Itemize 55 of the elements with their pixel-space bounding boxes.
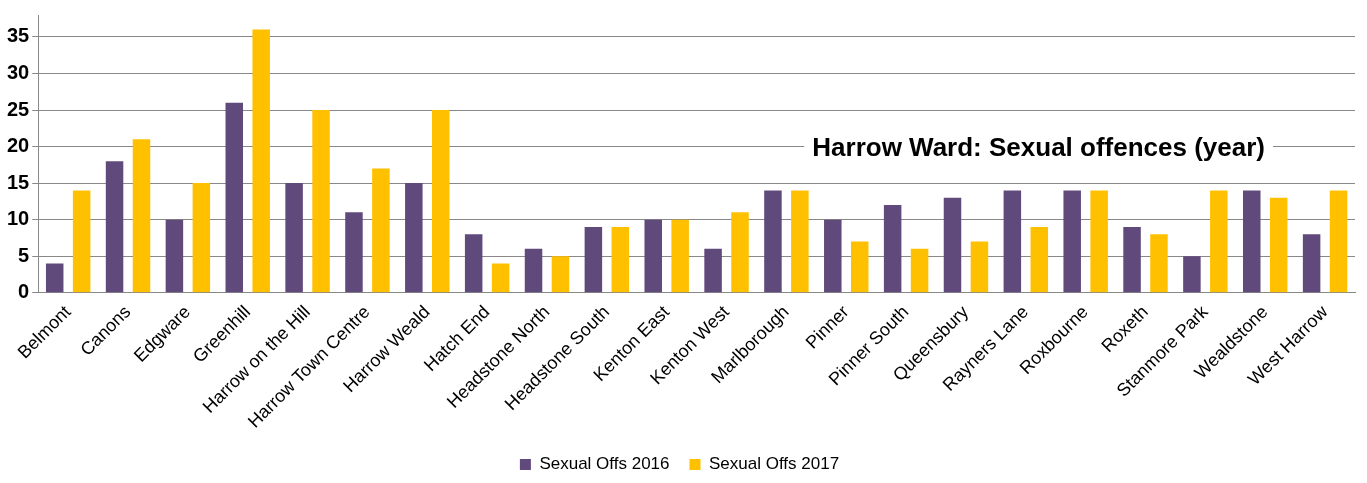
bar [850,241,869,293]
bar [671,219,689,293]
bar [1183,256,1201,293]
bar [1243,190,1261,293]
bar [1090,190,1108,293]
y-tick-label: 30 [7,60,30,83]
bar [1269,197,1288,293]
bar [791,190,809,293]
bar [225,102,244,293]
y-tick-label: 0 [18,280,30,303]
bar [764,190,782,293]
bar [970,241,989,293]
legend-label: Sexual Offs 2017 [709,454,840,474]
bar [464,234,483,293]
bar [1003,190,1022,293]
bar [1030,226,1049,293]
bar [192,183,211,293]
bar [644,219,662,293]
bar [824,219,842,293]
y-tick-label: 25 [7,97,30,120]
bar [312,110,330,293]
bar [551,256,570,293]
bar [611,226,630,293]
y-tick-label: 10 [7,207,30,230]
bar [1329,190,1348,293]
bar [1063,190,1081,293]
bar [165,219,184,293]
bar [285,183,303,293]
bar [524,248,543,293]
bar [1150,234,1168,293]
bar [1302,234,1321,293]
bar [432,110,450,293]
y-tick-label: 20 [7,134,30,157]
bar [704,248,722,293]
bar [1210,190,1228,293]
y-tick-label: 35 [7,24,30,47]
bar [372,168,390,293]
bar [345,212,363,293]
y-tick-label: 5 [18,243,30,266]
bar [1123,226,1141,293]
bar [491,263,510,293]
bar [72,190,91,293]
text: Harrow Ward: Sexual offences (year) [812,131,1266,162]
bar [405,183,423,293]
bar [584,226,603,293]
bar [910,248,929,293]
bar [883,205,902,293]
bar [943,197,962,293]
bar [731,212,749,293]
bar [105,161,124,293]
y-tick-label: 15 [7,170,30,193]
bar [252,29,270,293]
legend-label: Sexual Offs 2016 [539,454,670,474]
bar [132,139,151,293]
bar [45,263,64,293]
